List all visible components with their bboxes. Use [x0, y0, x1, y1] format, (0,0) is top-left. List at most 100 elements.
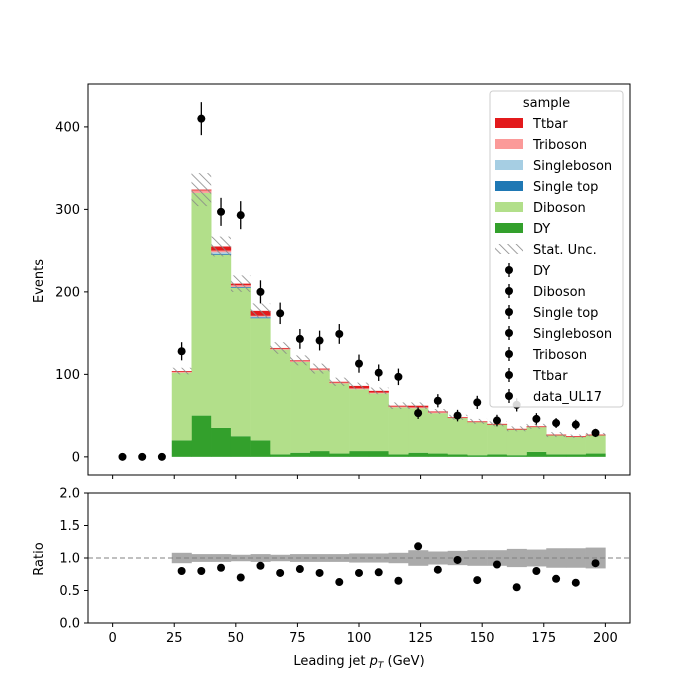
ratio-y-axis-label: Ratio — [32, 542, 47, 575]
stack-bar-diboson — [408, 408, 429, 453]
legend-marker — [505, 329, 513, 337]
stack-bar-dy — [250, 440, 271, 457]
stack-bar-diboson — [585, 435, 606, 454]
data-point — [473, 398, 482, 407]
stack-bar-dy — [171, 440, 192, 457]
data-point — [197, 114, 206, 123]
ratio-point — [236, 573, 245, 582]
legend-swatch-hatch — [495, 244, 523, 254]
stack-bar-diboson — [388, 407, 409, 455]
stack-bar-diboson — [171, 372, 192, 441]
stat-unc-band — [408, 402, 428, 410]
ratio-y-tick-label: 0.0 — [59, 617, 80, 632]
data-point — [256, 287, 265, 296]
stat-unc-band — [329, 377, 350, 386]
data-point — [315, 336, 324, 345]
y-axis-label: Events — [32, 259, 47, 303]
legend: sample Ttbar Triboson Singleboson Single top… — [489, 90, 624, 408]
stack-bar-dy — [211, 427, 232, 457]
stat-unc-band — [427, 409, 448, 414]
ratio-point — [315, 568, 324, 577]
ratio-unc-band — [388, 552, 409, 564]
ratio-panel: 0.0 0.5 1.0 1.5 2.0 0 25 50 75 100 125 150 175 200 — [59, 487, 631, 646]
stat-unc-band — [388, 402, 409, 410]
legend-marker — [505, 350, 513, 358]
ratio-point — [295, 565, 304, 574]
x-tick-label: 175 — [531, 631, 556, 646]
stack-bar-diboson — [506, 429, 527, 456]
data-point — [453, 411, 462, 420]
ratio-point — [571, 578, 580, 587]
stack-bar-dy — [270, 454, 291, 457]
stack-bar-diboson — [368, 393, 389, 452]
ratio-unc-band — [427, 551, 448, 565]
stack-bar-dy — [408, 452, 429, 457]
stat-unc-band — [270, 342, 291, 354]
ratio-unc-band — [171, 552, 192, 564]
ratio-point — [256, 561, 265, 570]
stack-bar-dy — [388, 454, 409, 457]
data-point — [374, 368, 383, 377]
ratio-unc-band — [467, 550, 488, 566]
stat-unc-band — [211, 236, 231, 257]
data-point — [571, 420, 580, 429]
x-tick-label: 0 — [108, 631, 116, 646]
stack-bar-diboson — [526, 427, 547, 452]
ratio-unc-band — [565, 548, 586, 568]
legend-marker — [505, 392, 513, 400]
y-tick-label: 400 — [55, 120, 80, 135]
legend-marker — [505, 371, 513, 379]
stack-bar-dy — [290, 452, 311, 457]
ratio-point — [414, 542, 423, 551]
ratio-point — [394, 576, 403, 585]
stack-bar-dy — [487, 454, 508, 457]
stack-bar-dy — [191, 415, 212, 457]
legend-swatch — [495, 160, 523, 170]
stat-unc-band — [368, 387, 389, 395]
legend-label: data_UL17 — [533, 390, 602, 405]
stack-bar-dy — [427, 453, 448, 457]
stack-bar-dy — [309, 451, 330, 457]
legend-label: Singleboson — [533, 327, 612, 342]
ratio-point — [355, 568, 363, 577]
stat-unc-band — [309, 363, 330, 374]
legend-label: DY — [533, 264, 550, 279]
data-point — [591, 428, 600, 437]
ratio-point — [177, 567, 186, 575]
legend-label: Diboson — [533, 285, 586, 300]
ratio-point — [335, 578, 344, 587]
ratio-point — [197, 567, 206, 575]
legend-label: DY — [533, 222, 550, 237]
data-point — [335, 329, 344, 338]
y-tick-label: 300 — [55, 203, 80, 218]
x-tick-label: 125 — [408, 631, 433, 646]
legend-box — [489, 90, 624, 408]
ratio-y-tick-label: 2.0 — [59, 487, 80, 502]
ratio-point — [473, 576, 482, 585]
data-point — [138, 452, 147, 461]
stat-unc-band — [250, 303, 271, 319]
stack-bar-diboson — [427, 413, 448, 454]
ratio-point — [453, 555, 462, 564]
legend-marker — [505, 287, 513, 295]
legend-marker — [505, 266, 513, 274]
stack-bar-diboson — [546, 435, 567, 455]
stat-unc-band — [467, 418, 488, 424]
x-tick-label: 25 — [166, 631, 183, 646]
stack-bar-diboson — [349, 389, 370, 452]
x-tick-label: 100 — [347, 631, 372, 646]
ratio-point — [552, 574, 561, 583]
stack-bar-dy — [506, 455, 527, 457]
legend-label: Triboson — [532, 348, 587, 363]
ratio-y-tick-label: 1.5 — [59, 519, 80, 534]
legend-label: Diboson — [533, 201, 586, 216]
stat-unc-band — [230, 275, 251, 292]
stack-bar-dy — [565, 454, 586, 457]
stat-unc-band — [565, 434, 586, 438]
ratio-unc-band — [349, 553, 370, 563]
stack-bar-diboson — [447, 418, 468, 455]
stat-unc-band — [506, 426, 527, 432]
stack-bar-dy — [447, 454, 468, 457]
legend-label: Stat. Unc. — [533, 243, 597, 258]
